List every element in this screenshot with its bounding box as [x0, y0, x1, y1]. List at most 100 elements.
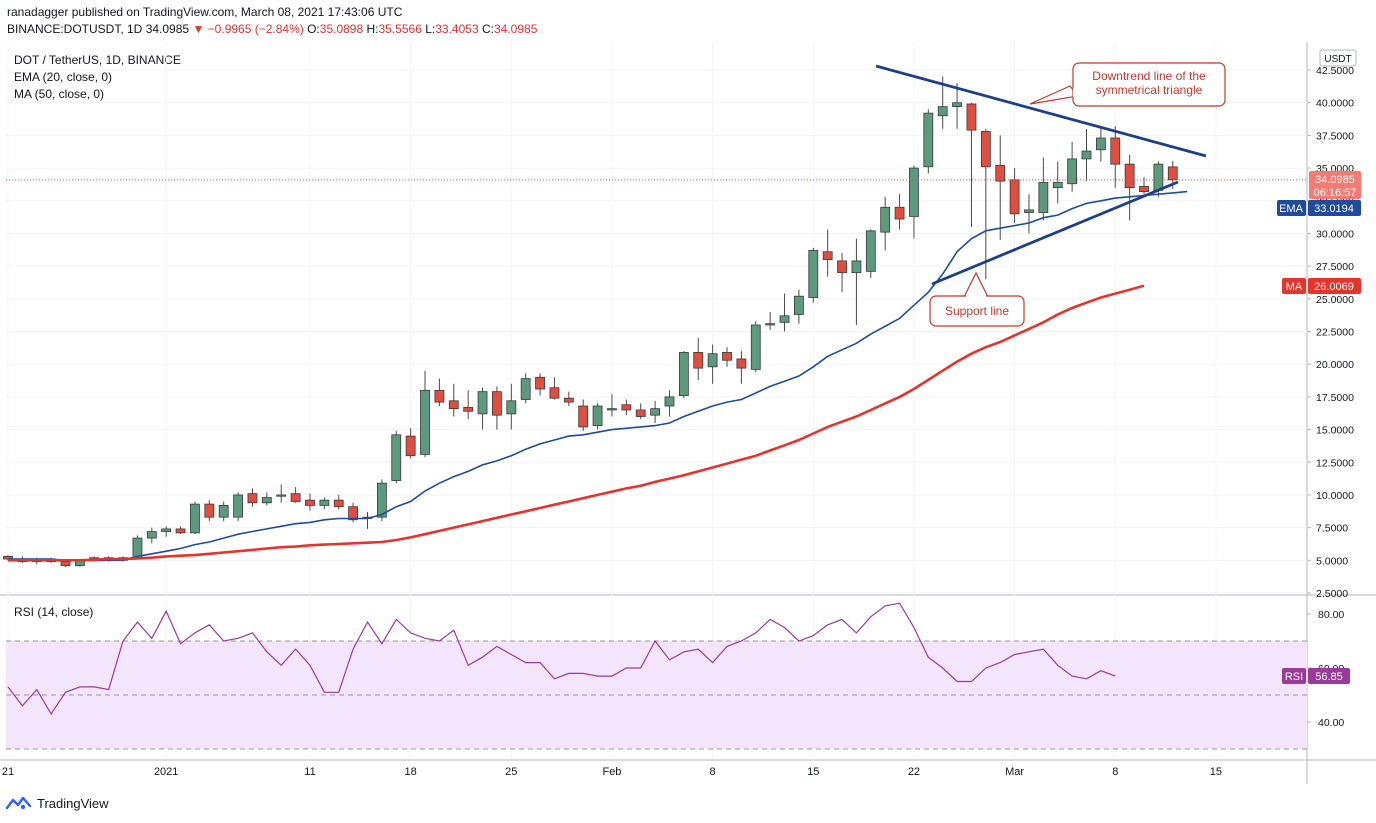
price-tick-label: 25.0000 [1316, 294, 1354, 306]
candle-body [923, 112, 934, 168]
price-tick-label: 20.0000 [1316, 359, 1354, 371]
ma-line [8, 284, 1145, 562]
candle-body [405, 435, 416, 457]
candle-body [765, 323, 776, 326]
candle-body [261, 497, 272, 504]
price-tick-label: 27.5000 [1316, 261, 1354, 273]
candle-body [247, 493, 258, 504]
legend-title[interactable]: DOT / TetherUS, 1D, BINANCE [14, 53, 181, 67]
candle-body [808, 250, 819, 298]
candle-body [693, 352, 704, 369]
time-tick-label: 25 [505, 766, 517, 778]
price-tick-label: 17.5000 [1316, 392, 1354, 404]
time-tick-label: 22 [908, 766, 920, 778]
time-tick-label: Mar [1005, 766, 1024, 778]
candle-body [1110, 137, 1121, 165]
candle-body [736, 358, 747, 369]
candle-body [966, 103, 977, 131]
price-badge: 34.0985 06:16:57 [1309, 171, 1361, 199]
rsi-line [7, 602, 1116, 716]
symbol-ohlc-line: BINANCE:DOTUSDT, 1D 34.0985 ▼ −0.9965 (−… [7, 22, 537, 36]
time-axis[interactable]: 21 2021 11 18 25 Feb 8 15 22 Mar 8 15 [2, 766, 1222, 778]
rsi-tick-label: 80.00 [1318, 609, 1344, 621]
high-value: 35.5566 [378, 22, 422, 36]
candle-body [592, 405, 603, 427]
time-tick-label: 11 [304, 766, 315, 778]
price-tick-label: 30.0000 [1316, 228, 1354, 240]
legend-ema[interactable]: EMA (20, close, 0) [14, 70, 113, 84]
ma-badge: MA 26.0069 [1282, 278, 1361, 294]
ema-badge: EMA 33.0194 [1277, 200, 1361, 216]
price-tick-label: 42.5000 [1316, 65, 1354, 77]
high-label: H: [366, 22, 379, 36]
price-tick-label: 15.0000 [1316, 425, 1354, 437]
candle-body [1095, 137, 1106, 151]
rsi-badge-value: 56.85 [1315, 671, 1343, 683]
candle-body [175, 528, 186, 534]
candle-body [1139, 185, 1149, 192]
price-tick-label: 12.5000 [1316, 457, 1354, 469]
ema-badge-label: EMA [1279, 203, 1304, 215]
downtrend-callout[interactable]: Downtrend line of the symmetrical triang… [1029, 62, 1226, 107]
rsi-guides [6, 640, 1307, 750]
candle-body [750, 324, 761, 370]
time-tick-label: 8 [1112, 766, 1118, 778]
legend-ma[interactable]: MA (50, close, 0) [14, 87, 105, 101]
candle-body [276, 494, 287, 497]
candle-body [535, 376, 545, 390]
last-value: 34.0985 [145, 22, 190, 36]
time-tick-label: Feb [602, 766, 621, 778]
tradingview-logo-icon [6, 796, 32, 810]
candle-body [1081, 150, 1092, 160]
candle-body [1167, 166, 1178, 181]
price-axis[interactable]: 42.500040.000037.500035.000032.500030.00… [1307, 65, 1354, 600]
price-badge-value: 34.0985 [1315, 174, 1355, 186]
footer[interactable]: TradingView [6, 795, 109, 811]
downtrend-callout-line1: Downtrend line of the [1092, 69, 1206, 83]
candle-body [161, 528, 172, 532]
time-tick-label: 15 [1210, 766, 1222, 778]
support-line [931, 180, 1179, 286]
rsi-tick-label: 40.00 [1318, 717, 1344, 729]
candle-body [1052, 182, 1063, 189]
time-tick-label: 18 [405, 766, 417, 778]
candle-body [794, 295, 804, 315]
candle-body [865, 230, 876, 272]
candle-body [650, 408, 660, 416]
candle-body [851, 260, 862, 274]
support-callout[interactable]: Support line [929, 271, 1025, 327]
close-value: 34.0985 [493, 22, 538, 36]
candle-body [391, 434, 402, 481]
time-tick-label: 8 [710, 766, 716, 778]
legend-rsi[interactable]: RSI (14, close) [14, 605, 94, 619]
symbol-label: BINANCE:DOTUSDT, 1D [7, 22, 143, 36]
candle-body [678, 352, 689, 396]
price-tick-label: 40.0000 [1316, 98, 1354, 110]
candle-body [348, 506, 359, 521]
candle-body [1067, 158, 1078, 185]
price-tick-label: 10.0000 [1316, 490, 1354, 502]
candle-body [1024, 209, 1034, 213]
candle-body [621, 404, 632, 411]
candle-body [506, 400, 517, 415]
candle-body [607, 408, 617, 411]
ma-badge-value: 26.0069 [1314, 281, 1354, 293]
candle-body [894, 206, 905, 220]
candles [3, 76, 1178, 567]
change-text: −0.9965 (−2.84%) [207, 22, 304, 36]
support-callout-label: Support line [945, 304, 1009, 318]
candle-body [376, 482, 387, 518]
candle-body [448, 400, 459, 410]
candle-body [520, 378, 531, 400]
footer-brand: TradingView [37, 795, 109, 811]
candle-body [722, 352, 732, 361]
candle-body [1009, 179, 1020, 215]
price-tick-label: 5.0000 [1316, 555, 1348, 567]
price-tick-label: 7.5000 [1316, 523, 1348, 535]
rsi-badge-label: RSI [1285, 671, 1303, 683]
candle-body [319, 499, 330, 506]
candle-body [305, 499, 315, 506]
open-label: O: [307, 22, 320, 36]
price-tick-label: 2.5000 [1316, 588, 1348, 600]
